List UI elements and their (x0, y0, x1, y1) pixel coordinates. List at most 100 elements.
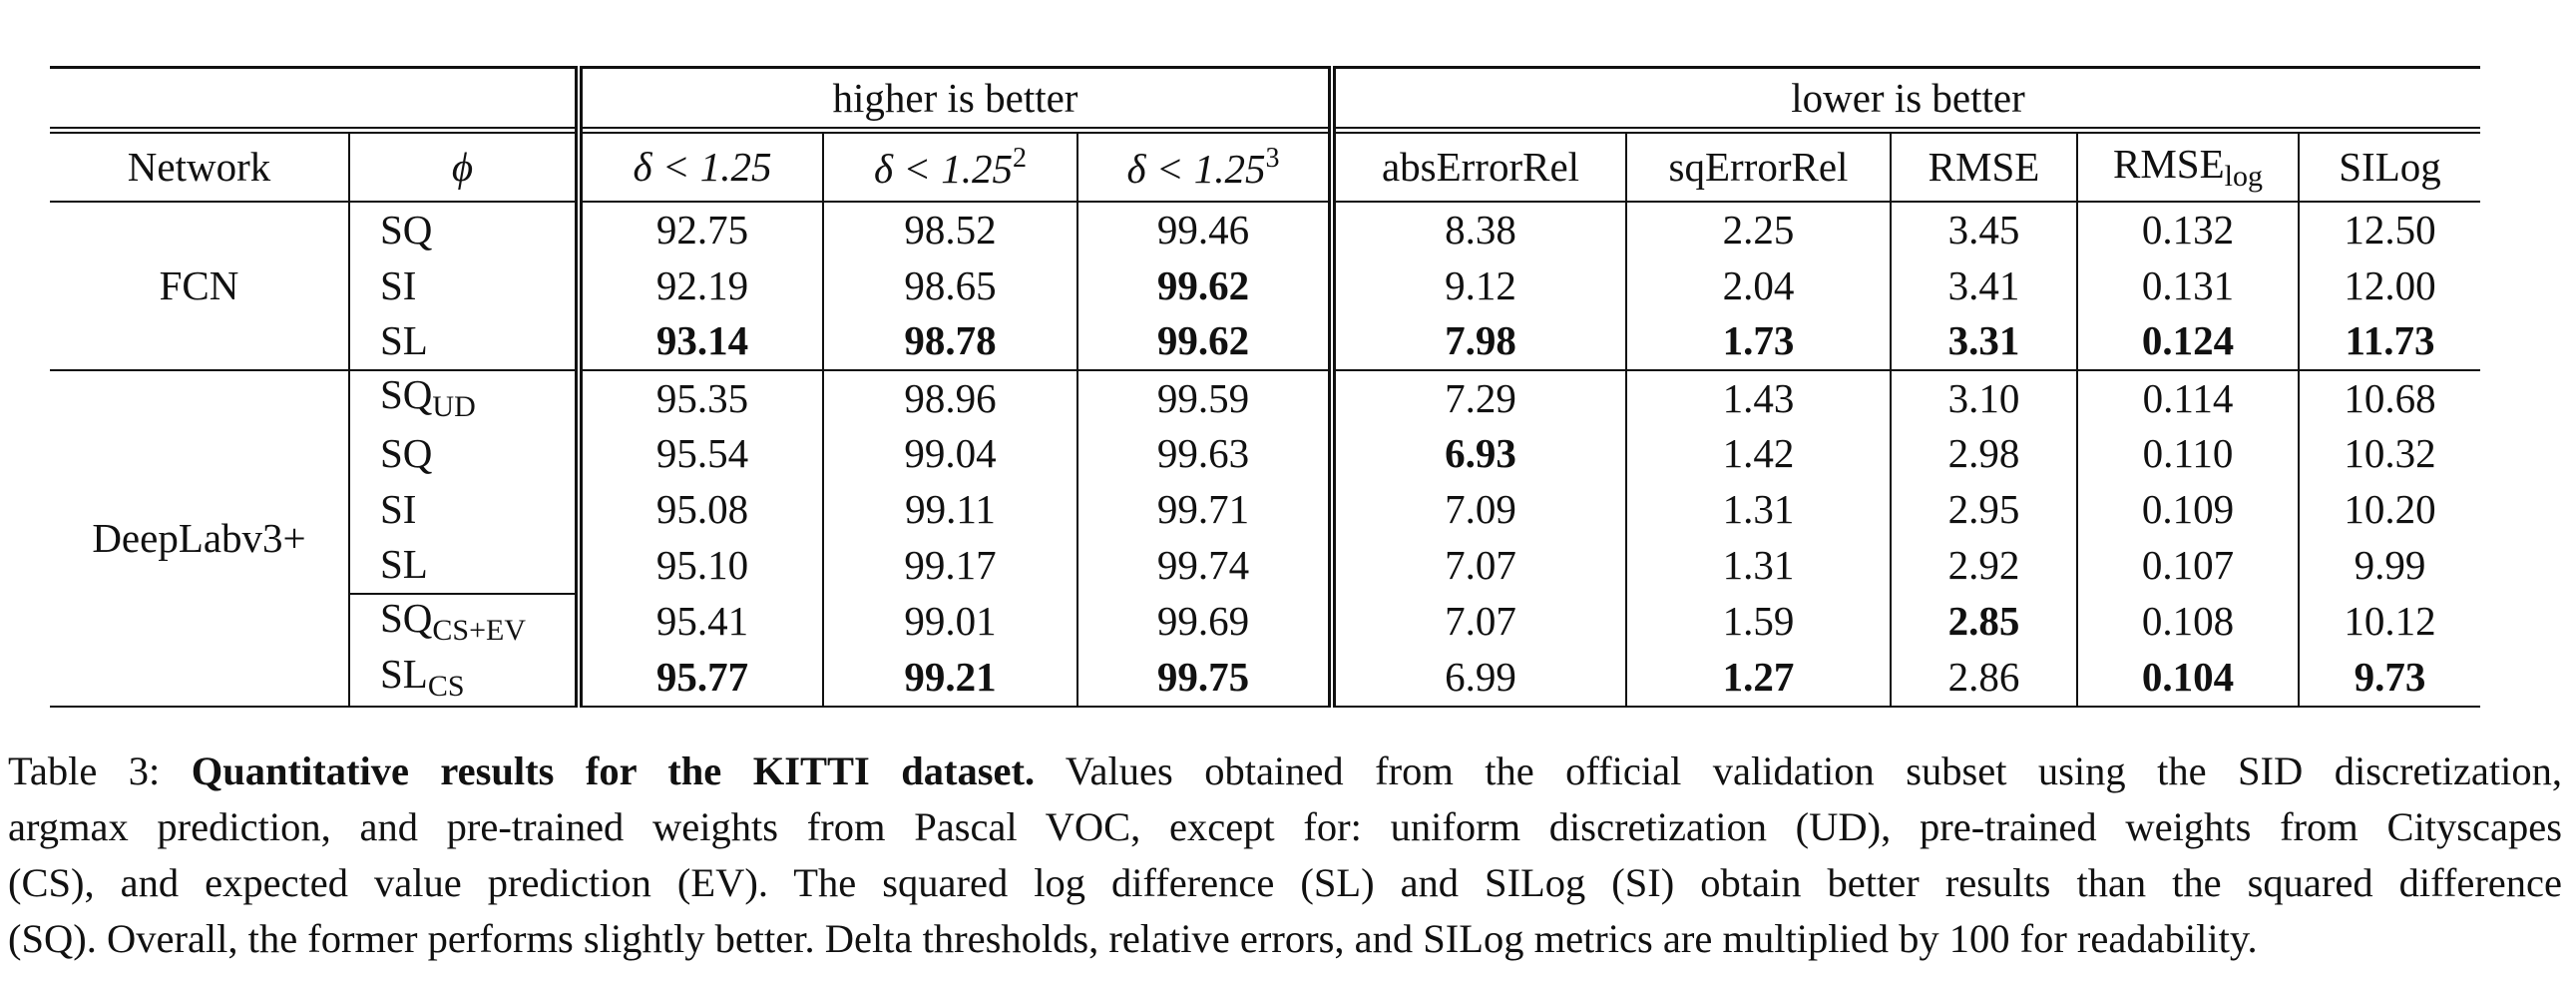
row-loss-label: SL (349, 313, 583, 370)
network-deeplab: DeepLabv3+ (50, 368, 350, 708)
column-header-row: Network ϕ δ < 1.25 δ < 1.252 δ < 1.253 a… (50, 127, 2481, 203)
table-cell: 95.08 (579, 481, 824, 537)
table-cell: 99.17 (823, 537, 1078, 594)
caption-title: Quantitative results for the KITTI datas… (191, 748, 1036, 793)
table-cell: 10.32 (2344, 430, 2436, 477)
table-row: SQCS+EV 95.41 99.01 99.69 7.07 1.59 2.85 0.108 1… (50, 592, 2480, 650)
table-cell: 99.62 (1077, 257, 1336, 313)
row-loss-label: SI (349, 257, 583, 313)
col-delta-2: δ < 1.252 (823, 127, 1078, 203)
network-fcn: FCN (50, 201, 350, 370)
group-header-lower: lower is better (1332, 66, 2481, 131)
table-body: FCN SQ 92.75 98.52 99.46 8.38 2.25 3.45 0.132 12.… (50, 201, 2481, 708)
table-cell: 95.35 (579, 368, 824, 426)
table-cell: 1.73 (1626, 313, 1892, 370)
table-cell: 99.74 (1077, 537, 1336, 594)
table-row: SL 95.10 99.17 99.74 7.07 1.31 2.92 0.107 9.99 (50, 537, 2480, 594)
table-cell: 0.110 (2077, 426, 2300, 482)
table-cell: 98.52 (823, 201, 1078, 258)
table-cell: 95.10 (579, 537, 824, 594)
table-cell: 10.12 (2344, 598, 2436, 645)
row-loss-label: SQUD (349, 368, 583, 426)
table-cell: 3.10 (1891, 368, 2078, 426)
table-cell: 99.21 (823, 650, 1078, 708)
col-rmse-log: RMSElog (2077, 127, 2300, 203)
table-cell: 1.31 (1626, 481, 1892, 537)
table-cell: 3.41 (1891, 257, 2078, 313)
col-rmse: RMSE (1891, 127, 2078, 203)
table-cell: 0.124 (2077, 313, 2300, 370)
col-silog: SILog (2299, 127, 2481, 203)
col-network: Network (50, 127, 350, 203)
table-cell: 92.75 (579, 201, 824, 258)
table-row: SL 93.14 98.78 99.62 7.98 1.73 3.31 0.124 11.73 (50, 313, 2480, 370)
table-cell: 0.104 (2077, 650, 2300, 708)
table-cell: 99.04 (823, 426, 1078, 482)
col-abs-error-rel: absErrorRel (1332, 127, 1627, 203)
table-cell: 98.96 (823, 368, 1078, 426)
table-cell: 11.73 (2345, 317, 2435, 364)
table-cell: 0.132 (2077, 201, 2300, 258)
table-cell: 95.77 (579, 650, 824, 708)
table-cell: 7.09 (1332, 481, 1627, 537)
table-cell: 99.46 (1077, 201, 1336, 258)
table-cell: 99.11 (823, 481, 1078, 537)
table-cell: 9.73 (2299, 650, 2481, 708)
caption-line-3: (CS), and expected value prediction (EV)… (8, 860, 2562, 905)
table-row: FCN SQ 92.75 98.52 99.46 8.38 2.25 3.45 0.132 12.… (50, 201, 2481, 370)
table-cell: 12.00 (2344, 261, 2436, 308)
table-cell: 6.93 (1332, 426, 1627, 482)
table-row: SI 92.19 98.65 99.62 9.12 2.04 3.41 0.131 12.00 (50, 257, 2480, 313)
table-cell: 2.92 (1891, 537, 2078, 594)
results-table: higher is better lower is better Network… (50, 66, 2481, 708)
table-cell: 0.114 (2077, 368, 2300, 426)
row-loss-label: SI (349, 481, 583, 537)
table-row: SLCS 95.77 99.21 99.75 6.99 1.27 2.86 0.104 9.73 (50, 650, 2481, 708)
table-row: DeepLabv3+ SQUD 95.35 98.96 99.59 7.29 1.43 3.1… (50, 368, 2481, 708)
table-cell: 92.19 (579, 257, 824, 313)
table-cell: 1.42 (1626, 426, 1892, 482)
table-cell: 2.98 (1891, 426, 2078, 482)
table-cell: 99.59 (1077, 368, 1336, 426)
table-cell: 7.07 (1332, 537, 1627, 594)
col-delta-3: δ < 1.253 (1077, 127, 1336, 203)
table-cell: 95.41 (579, 593, 824, 650)
table-cell: 98.65 (823, 257, 1078, 313)
table-cell: 99.69 (1077, 593, 1336, 650)
table-cell: 8.38 (1332, 201, 1627, 258)
table-cell: 0.109 (2077, 481, 2300, 537)
table-row: SI 95.08 99.11 99.71 7.09 1.31 2.95 0.109 10.20 (50, 481, 2480, 537)
table-cell: 1.27 (1626, 650, 1892, 708)
table-cell: 10.68 (2299, 368, 2481, 426)
table-cell: 0.107 (2077, 537, 2300, 594)
col-sq-error-rel: sqErrorRel (1626, 127, 1892, 203)
table-cell: 0.131 (2077, 257, 2300, 313)
table-cell: 7.29 (1332, 368, 1627, 426)
table-cell: 2.25 (1626, 201, 1892, 258)
table-cell: 7.98 (1332, 313, 1627, 370)
table-cell: 99.01 (823, 593, 1078, 650)
col-phi: ϕ (349, 127, 583, 203)
group-header-higher: higher is better (579, 66, 1336, 131)
table-cell: 99.71 (1077, 481, 1336, 537)
group-header-row: higher is better lower is better (50, 66, 2481, 131)
table-cell: 2.86 (1891, 650, 2078, 708)
row-loss-label: SQCS+EV (349, 592, 583, 650)
table-cell: 12.50 (2299, 201, 2481, 258)
table-cell: 3.31 (1891, 313, 2078, 370)
row-loss-label: SQ (349, 426, 583, 482)
table-cell: 0.108 (2077, 593, 2300, 650)
group-header-empty (50, 66, 583, 131)
caption-line-1: Table 3: Quantitative results for the KI… (8, 743, 2562, 799)
table-cell: 9.12 (1332, 257, 1627, 313)
table-cell: 9.99 (2354, 541, 2426, 588)
table-cell: 1.43 (1626, 368, 1892, 426)
table-cell: 93.14 (579, 313, 824, 370)
phi-symbol: ϕ (451, 144, 474, 190)
table-cell: 6.99 (1332, 650, 1627, 708)
caption-line-1-rest: Values obtained from the official valida… (1035, 748, 2562, 793)
table-cell: 98.78 (823, 313, 1078, 370)
table-cell: 2.04 (1626, 257, 1892, 313)
caption-line-4: (SQ). Overall, the former performs sligh… (8, 916, 2258, 961)
table-cell: 1.31 (1626, 537, 1892, 594)
